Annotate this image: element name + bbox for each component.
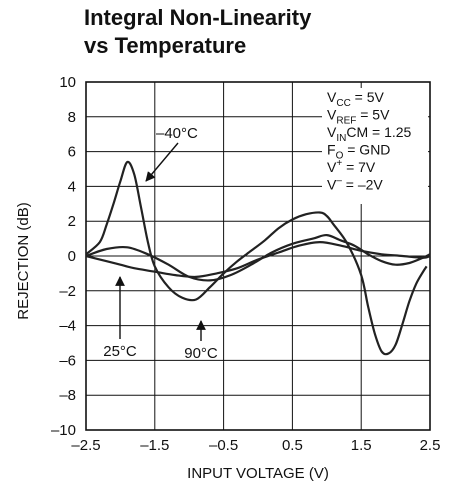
series-group [85,160,431,356]
y-tick-label: –4 [59,318,76,335]
y-tick-label: 6 [68,144,76,161]
y-axis-label: REJECTION (dB) [15,202,32,320]
callout-label: 90°C [184,345,218,362]
y-tick-label: –10 [51,422,76,439]
x-tick-label: 0.5 [282,437,303,454]
condition-line: V+ = 7V [327,158,376,175]
condition-line: VREF = 5V [327,107,390,127]
y-tick-label: 10 [59,74,76,91]
x-tick-label: –1.5 [140,437,169,454]
chart-title-line-2: vs Temperature [84,33,247,58]
callout-label: 25°C [103,343,137,360]
x-tick-label: –0.5 [209,437,238,454]
x-axis-label: INPUT VOLTAGE (V) [187,465,329,482]
series-line-3 [85,233,431,282]
x-tick-label: 1.5 [351,437,372,454]
y-tick-label: 0 [68,248,76,265]
y-tick-label: 4 [68,178,76,195]
callout-label: –40°C [156,125,198,142]
series-line-1 [85,160,428,356]
chart-title: Integral Non-Linearity vs Temperature [84,4,444,60]
y-tick-label: 8 [68,109,76,126]
y-tick-labels: 10 8 6 4 2 0 –2 –4 –6 –8 –10 [51,74,76,439]
condition-line: VCC = 5V [327,89,385,109]
x-tick-labels: –2.5 –1.5 –0.5 0.5 1.5 2.5 [71,437,440,454]
y-tick-label: –2 [59,283,76,300]
condition-line: VINCM = 1.25 [327,124,412,144]
y-tick-label: 2 [68,213,76,230]
y-tick-label: –8 [59,387,76,404]
condition-line: V– = –2V [327,176,383,193]
x-tick-label: –2.5 [71,437,100,454]
callouts: –40°C 25°C 90°C [103,125,218,362]
chart-title-line-1: Integral Non-Linearity [84,5,312,30]
callout-leader [145,142,179,182]
y-tick-label: –6 [59,352,76,369]
x-tick-label: 2.5 [420,437,441,454]
condition-line: FO = GND [327,142,390,162]
conditions-background [322,88,428,204]
